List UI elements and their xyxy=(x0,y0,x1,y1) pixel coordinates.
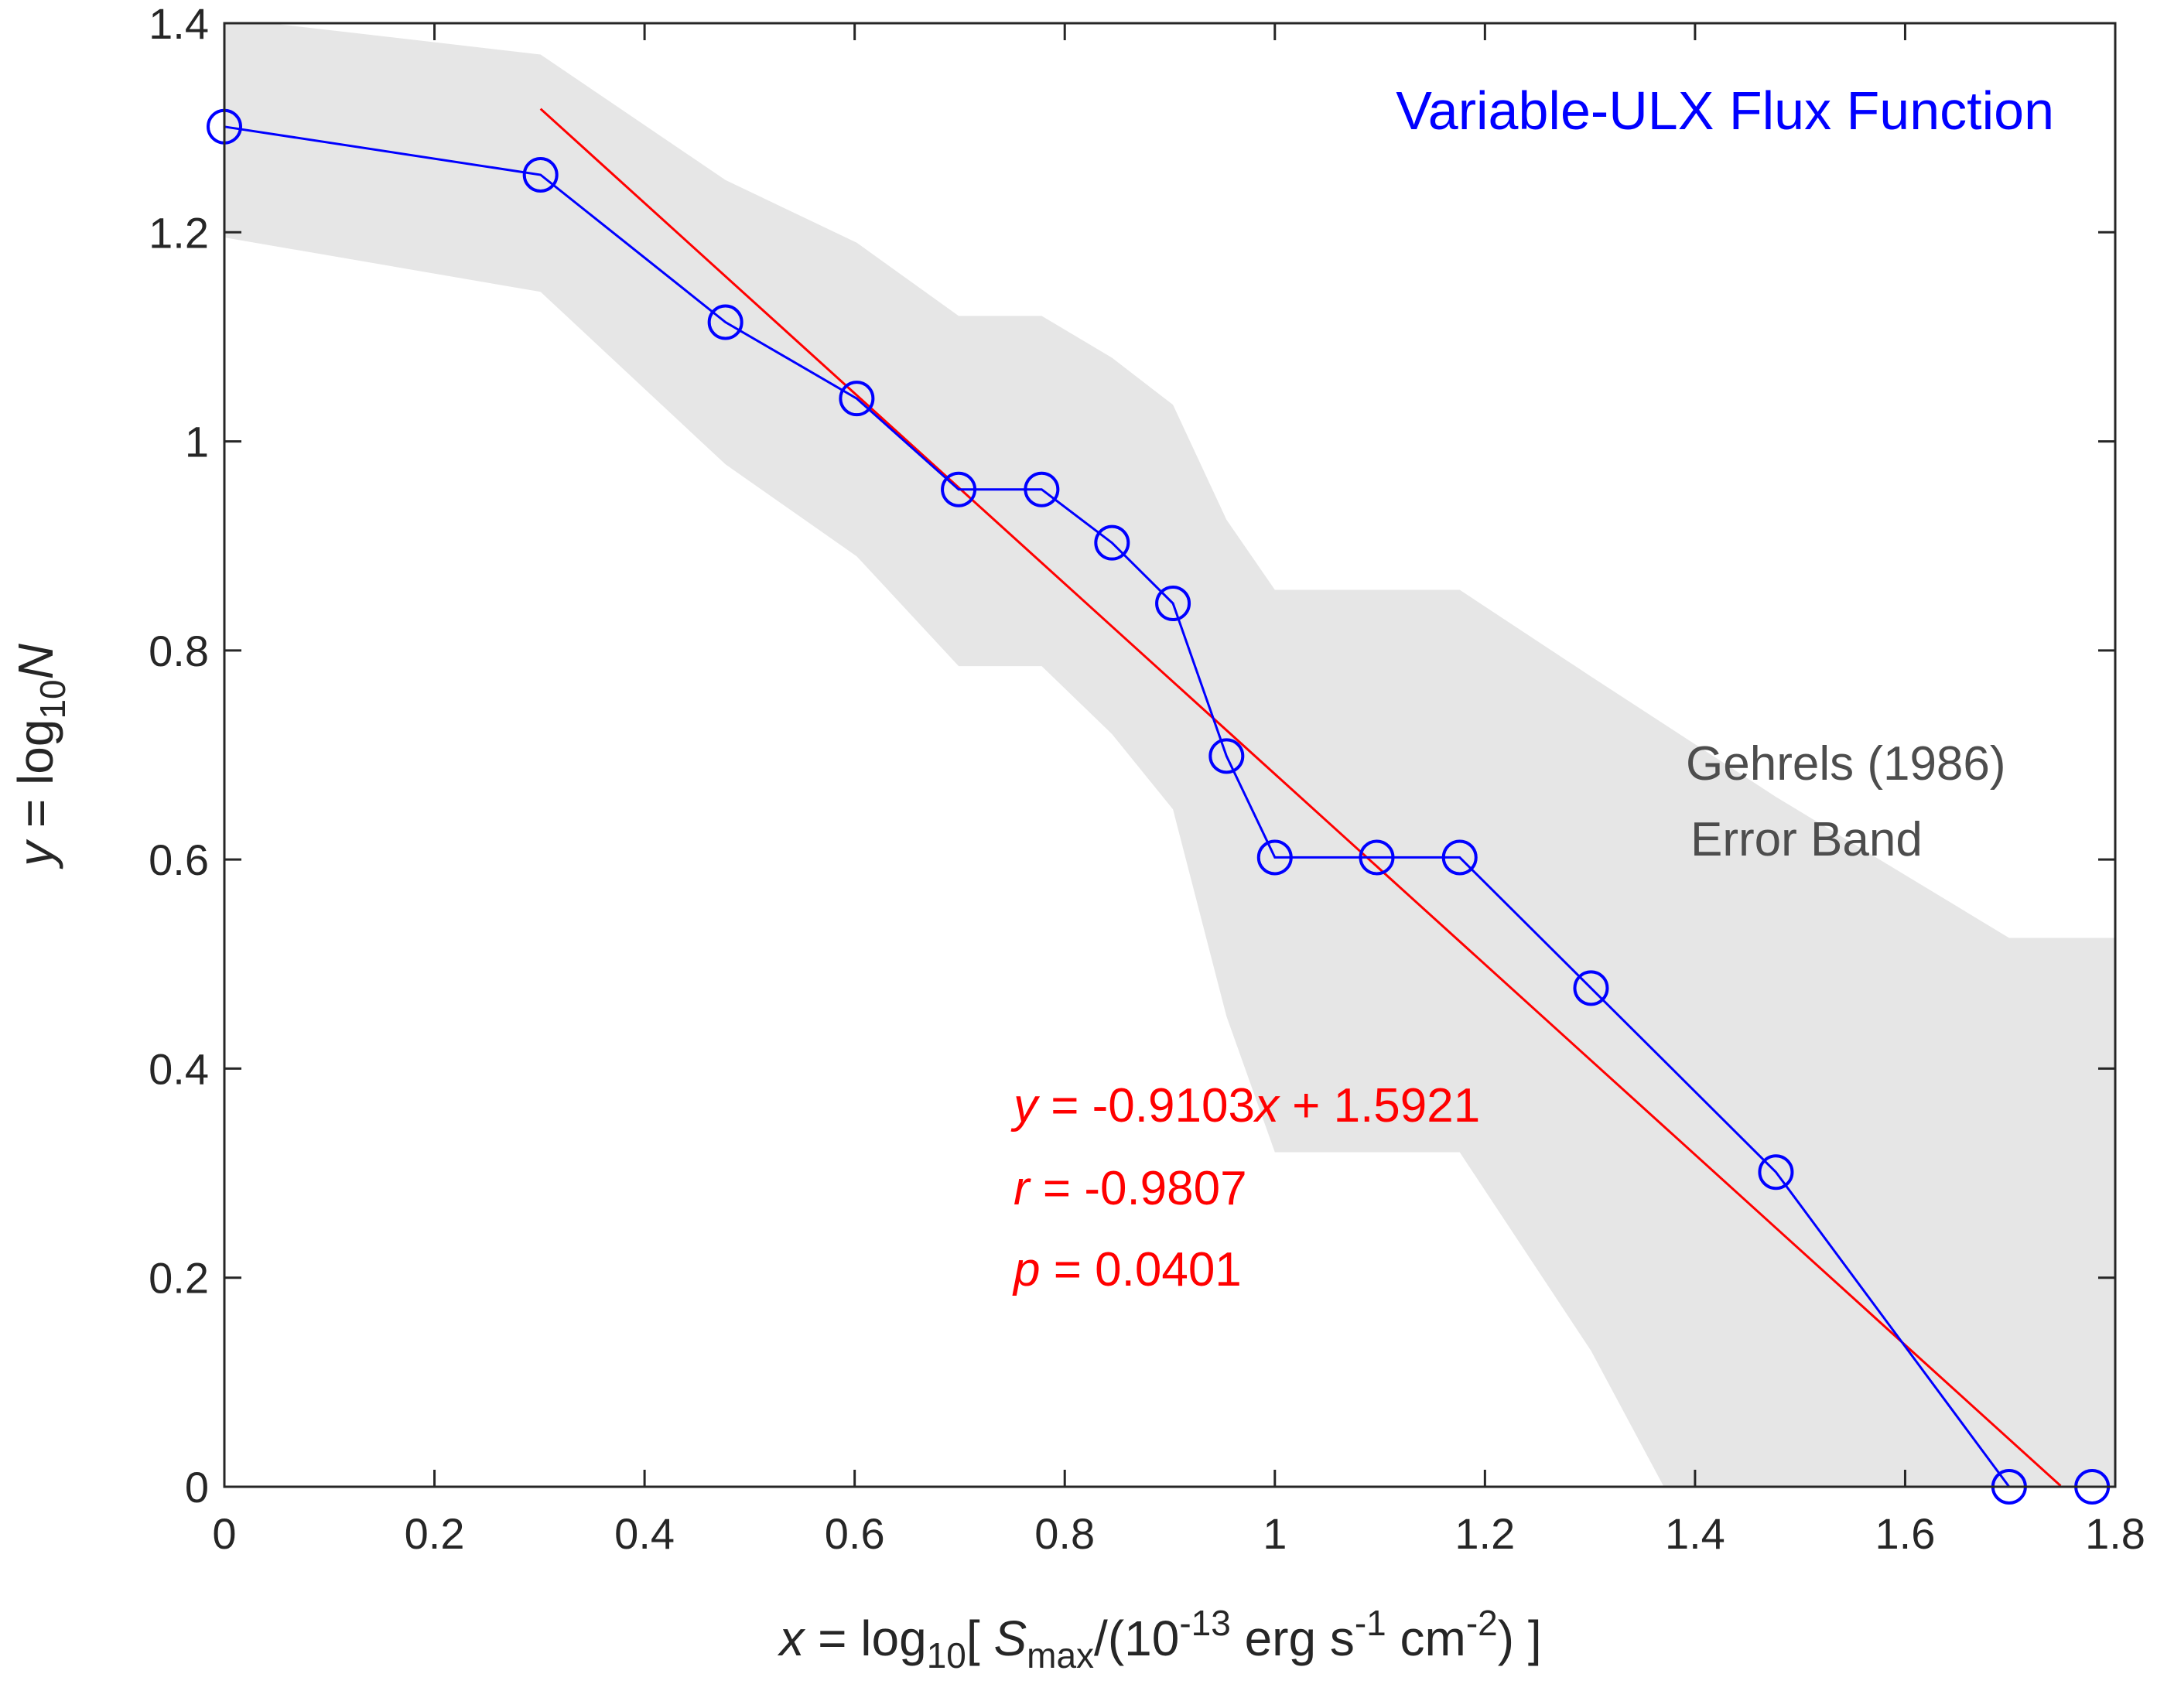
data-point-10 xyxy=(1256,839,1293,876)
x-tick-label: 1.4 xyxy=(1665,1509,1725,1558)
y-tick-label: 0.6 xyxy=(149,835,209,884)
gehrels-error-band xyxy=(224,23,2115,1487)
error-band-layer xyxy=(224,23,2115,1487)
y-tick-label: 0.4 xyxy=(149,1044,209,1093)
flux-function-series-line xyxy=(224,125,2093,1488)
fit-p-value: p = 0.0401 xyxy=(1012,1243,1242,1296)
data-point-6 xyxy=(1024,471,1060,507)
data-point-3 xyxy=(707,304,743,340)
fit-correlation: r = -0.9807 xyxy=(1014,1162,1247,1215)
fit-layer xyxy=(539,108,2062,1487)
data-point-7 xyxy=(1094,524,1130,561)
data-point-8 xyxy=(1155,586,1191,622)
y-tick-label: 0.2 xyxy=(149,1254,209,1303)
x-tick-label: 0.2 xyxy=(405,1509,465,1558)
x-tick-label: 0.6 xyxy=(825,1509,885,1558)
y-tick-label: 1 xyxy=(185,418,209,466)
data-point-9 xyxy=(1208,738,1245,774)
x-tick-label: 0 xyxy=(212,1509,236,1558)
x-tick-label: 0.8 xyxy=(1034,1509,1095,1558)
data-point-14 xyxy=(1758,1154,1794,1190)
y-axis-label: y = log10N xyxy=(8,643,73,869)
data-point-2 xyxy=(522,156,559,193)
x-tick-labels: 0 0.2 0.4 0.6 0.8 1 1.2 1.4 1.6 1.8 xyxy=(212,1509,2145,1558)
data-point-12 xyxy=(1441,839,1478,876)
chart-title: Variable-ULX Flux Function xyxy=(1396,80,2054,141)
y-tick-label: 1.4 xyxy=(149,0,209,48)
error-band-label-line2: Error Band xyxy=(1690,813,1923,866)
x-tick-label: 1.2 xyxy=(1455,1509,1515,1558)
series-layer xyxy=(207,108,2111,1505)
x-tick-label: 1.6 xyxy=(1875,1509,1936,1558)
data-point-5 xyxy=(941,471,977,507)
x-axis-label: x = log10[ Smax/(10-13 erg s-1 cm-2) ] xyxy=(777,1603,1541,1676)
y-tick-label: 0 xyxy=(185,1463,209,1512)
fit-equation: y = -0.9103x + 1.5921 xyxy=(1010,1079,1480,1132)
x-tick-label: 0.4 xyxy=(614,1509,675,1558)
error-band-label-line1: Gehrels (1986) xyxy=(1686,737,2006,791)
y-tick-label: 0.8 xyxy=(149,627,209,675)
data-point-11 xyxy=(1359,839,1395,876)
regression-fit-line xyxy=(539,108,2062,1487)
axis-ticks xyxy=(223,22,2117,1488)
y-tick-labels: 0 0.2 0.4 0.6 0.8 1 1.2 1.4 xyxy=(149,0,209,1512)
x-tick-label: 1.8 xyxy=(2085,1509,2145,1558)
data-point-4 xyxy=(839,381,875,417)
axes-box xyxy=(223,22,2117,1488)
data-point-13 xyxy=(1573,970,1609,1006)
y-tick-label: 1.2 xyxy=(149,208,209,257)
x-tick-label: 1 xyxy=(1263,1509,1287,1558)
data-point-markers xyxy=(207,108,2111,1505)
